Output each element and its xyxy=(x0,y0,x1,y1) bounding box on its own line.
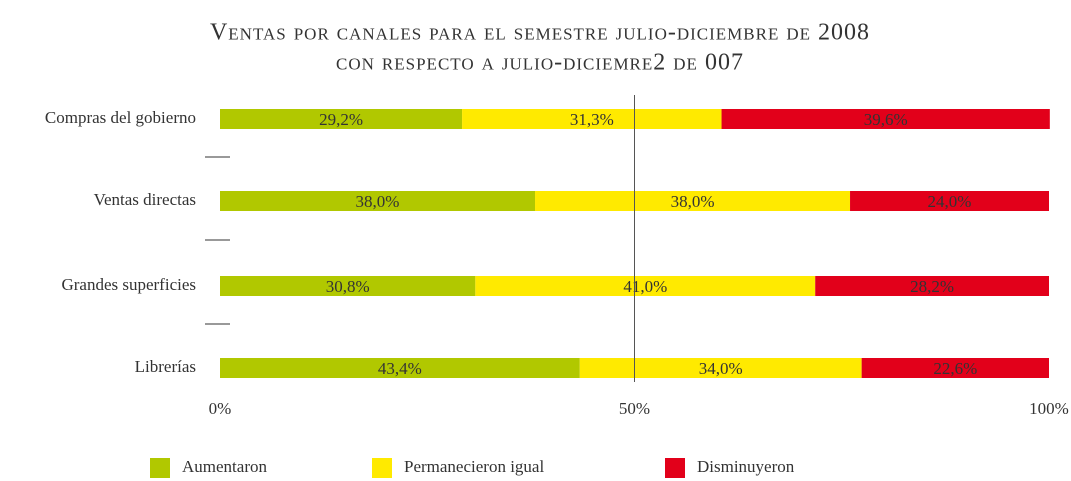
value-label: 31,3% xyxy=(570,110,614,129)
x-tick-label: 0% xyxy=(209,399,232,418)
bar-segment xyxy=(220,358,580,378)
value-label: 39,6% xyxy=(864,110,908,129)
value-label: 43,4% xyxy=(378,359,422,378)
bar-segment xyxy=(579,358,862,378)
bar-segment xyxy=(815,276,1049,296)
value-label: 41,0% xyxy=(623,277,667,296)
legend-swatch xyxy=(150,458,170,478)
legend-label: Aumentaron xyxy=(182,457,267,476)
x-tick-label: 50% xyxy=(619,399,650,418)
bar-segment xyxy=(861,358,1049,378)
value-label: 38,0% xyxy=(356,192,400,211)
value-label: 22,6% xyxy=(933,359,977,378)
value-label: 28,2% xyxy=(910,277,954,296)
legend-label: Permanecieron igual xyxy=(404,457,544,476)
bar-segment xyxy=(721,109,1050,129)
x-tick-label: 100% xyxy=(1029,399,1069,418)
category-label: Ventas directas xyxy=(94,190,196,209)
chart-title: con respecto a julio-diciemre2 de 007 xyxy=(336,50,744,76)
chart-title: Ventas por canales para el semestre juli… xyxy=(210,20,870,46)
bar-segment xyxy=(220,191,536,211)
category-label: Librerías xyxy=(135,357,196,376)
bar-segment xyxy=(462,109,722,129)
category-label: Grandes superficies xyxy=(61,275,196,294)
legend-label: Disminuyeron xyxy=(697,457,795,476)
value-label: 30,8% xyxy=(326,277,370,296)
bar-segment xyxy=(475,276,816,296)
value-label: 38,0% xyxy=(671,192,715,211)
category-label: Compras del gobierno xyxy=(45,108,196,127)
value-label: 29,2% xyxy=(319,110,363,129)
bar-segment xyxy=(535,191,851,211)
bar-segment xyxy=(850,191,1049,211)
bar-segment xyxy=(220,276,476,296)
bar-segment xyxy=(220,109,463,129)
legend-swatch xyxy=(665,458,685,478)
value-label: 24,0% xyxy=(928,192,972,211)
legend-swatch xyxy=(372,458,392,478)
value-label: 34,0% xyxy=(699,359,743,378)
